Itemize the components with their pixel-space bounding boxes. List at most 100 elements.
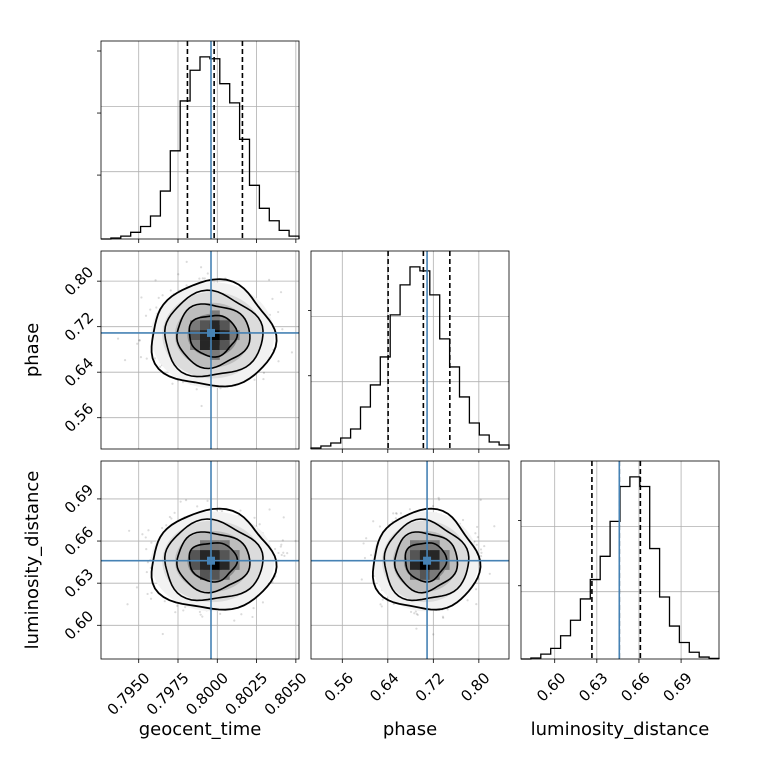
scatter-point: [280, 553, 283, 557]
x-tick-label: 0.69: [659, 669, 695, 705]
x-tick-label: 0.66: [617, 669, 653, 705]
scatter-point: [199, 613, 202, 616]
scatter-point: [395, 512, 398, 515]
scatter-point: [200, 404, 203, 408]
scatter-point: [394, 517, 397, 520]
scatter-point: [399, 512, 403, 515]
scatter-point: [286, 552, 289, 555]
scatter-point: [150, 541, 153, 544]
scatter-point: [185, 260, 188, 263]
x-tick-label: 0.72: [412, 669, 448, 705]
scatter-point: [170, 517, 173, 520]
scatter-point: [392, 512, 395, 515]
joint-panel-phase-luminosity_distance: [311, 461, 509, 659]
joint-panel-geocent_time-phase: [101, 247, 299, 449]
density-cell: [209, 320, 220, 331]
scatter-point: [177, 273, 180, 276]
scatter-point: [138, 339, 141, 342]
scatter-point: [474, 532, 477, 535]
y-tick-label: 0.66: [61, 523, 97, 559]
x-axis-label-phase: phase: [383, 719, 437, 740]
scatter-point: [416, 613, 419, 616]
scatter-point: [253, 516, 256, 519]
scatter-point: [475, 543, 478, 546]
density-cell: [419, 540, 430, 551]
density-cell: [219, 330, 230, 341]
scatter-point: [153, 357, 157, 360]
scatter-point: [380, 605, 383, 608]
density-cell: [429, 540, 440, 551]
scatter-point: [365, 537, 368, 540]
density-cell: [429, 560, 440, 570]
histogram-phase: [310, 266, 510, 449]
panel-frame: [100, 40, 300, 240]
scatter-point: [251, 615, 254, 619]
scatter-point: [279, 545, 282, 548]
scatter-point: [197, 247, 199, 249]
scatter-point: [461, 518, 465, 522]
scatter-point: [475, 525, 479, 529]
scatter-point: [149, 308, 152, 311]
density-cell: [419, 560, 430, 570]
scatter-point: [483, 544, 486, 548]
scatter-point: [139, 356, 143, 359]
scatter-point: [283, 554, 286, 557]
density-cell: [419, 569, 430, 580]
scatter-point: [261, 601, 265, 604]
scatter-point: [179, 500, 182, 503]
scatter-point: [155, 306, 158, 309]
scatter-point: [441, 615, 445, 618]
density-cell: [190, 330, 200, 341]
scatter-point: [169, 289, 172, 292]
scatter-point: [174, 611, 177, 614]
truth-marker: [207, 328, 215, 337]
scatter-point: [415, 612, 418, 616]
scatter-point: [479, 548, 483, 551]
scatter-point: [158, 365, 162, 368]
scatter-point: [262, 377, 265, 381]
scatter-point: [144, 536, 147, 539]
density-cell: [219, 550, 230, 560]
scatter-point: [290, 351, 294, 354]
scatter-point: [372, 520, 375, 523]
scatter-point: [479, 555, 483, 558]
panel-frame: [520, 460, 720, 660]
density-cell: [209, 540, 220, 551]
scatter-point: [206, 499, 209, 503]
density-cell: [410, 569, 420, 580]
y-tick-label: 0.56: [61, 400, 97, 436]
scatter-point: [268, 278, 271, 281]
truth-marker: [423, 556, 432, 565]
x-tick-label: 0.7975: [143, 669, 193, 719]
scatter-point: [145, 548, 148, 551]
scatter-point: [136, 342, 139, 345]
scatter-point: [476, 536, 479, 539]
y-tick-label: 0.72: [61, 308, 97, 344]
density-cell: [209, 569, 220, 580]
scatter-point: [360, 578, 363, 581]
scatter-point: [145, 570, 148, 574]
scatter-point: [195, 388, 198, 391]
contour-line: [150, 278, 278, 388]
scatter-point: [378, 525, 382, 528]
density-cell: [209, 550, 220, 560]
scatter-point: [185, 284, 188, 287]
scatter-point: [369, 554, 373, 557]
scatter-point: [239, 509, 242, 512]
scatter-point: [413, 612, 416, 615]
density-cell: [429, 569, 440, 580]
scatter-point: [149, 597, 153, 600]
density-cell: [209, 340, 220, 350]
density-cell: [190, 560, 200, 570]
scatter-point: [199, 266, 203, 269]
scatter-point: [280, 543, 283, 546]
panel-frame: [100, 460, 300, 660]
scatter-point: [168, 515, 171, 519]
y-axis-label-phase: phase: [22, 323, 43, 377]
density-cell: [200, 560, 210, 570]
scatter-point: [294, 539, 297, 543]
scatter-point: [253, 378, 256, 381]
scatter-point: [379, 603, 382, 606]
contour-line: [188, 314, 239, 358]
scatter-point: [201, 615, 204, 618]
